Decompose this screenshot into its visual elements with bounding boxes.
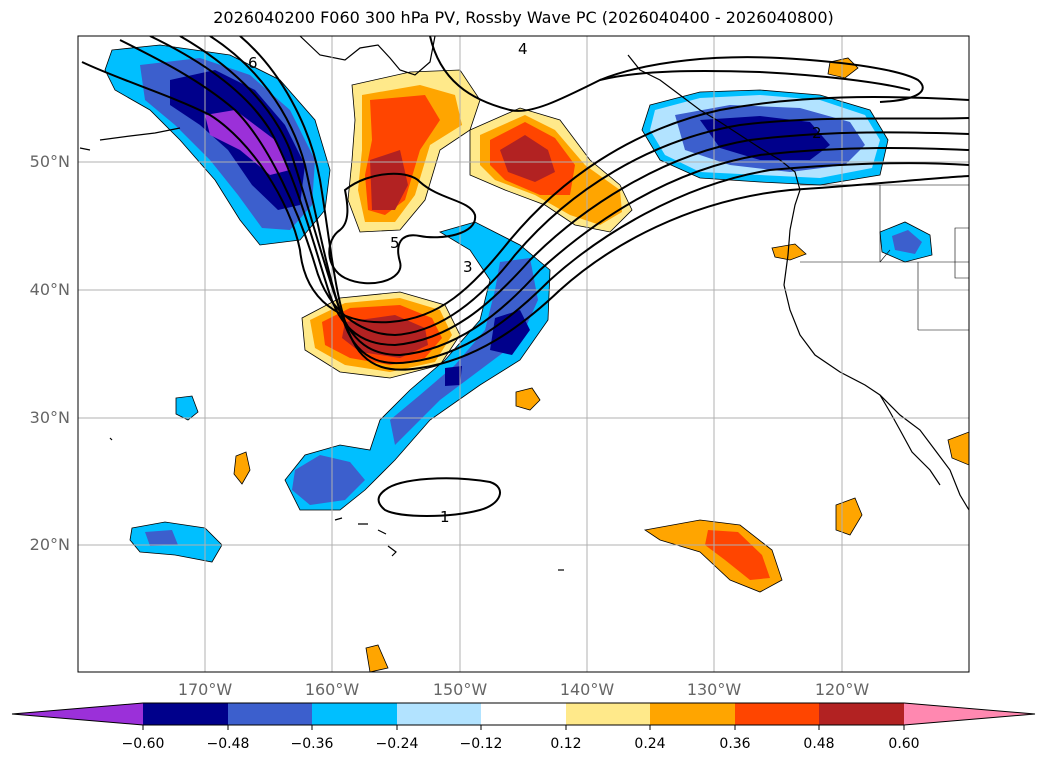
lat-label-50n: 50°N: [29, 152, 70, 171]
lon-label-130w: 130°W: [686, 680, 742, 699]
lon-label-150w: 150°W: [432, 680, 488, 699]
positive-anomaly-central: [301, 291, 461, 379]
lon-label-140w: 140°W: [559, 680, 615, 699]
contour-label-2: 2: [812, 124, 822, 142]
contour-label-4: 4: [518, 40, 528, 58]
lat-label-40n: 40°N: [29, 280, 70, 299]
lat-label-30n: 30°N: [29, 408, 70, 427]
plot-frame: [77, 35, 970, 673]
lon-label-120w: 120°W: [814, 680, 870, 699]
contour-label-5: 5: [390, 234, 400, 252]
colorbar-tick: −0.48: [206, 736, 250, 752]
colorbar-tick: −0.12: [459, 736, 503, 752]
contour-label-3: 3: [463, 258, 473, 276]
colorbar-tick: −0.24: [375, 736, 419, 752]
colorbar: [11, 702, 1036, 730]
gridlines: [78, 36, 969, 672]
colorbar-extend-high: [904, 703, 1035, 725]
colorbar-tick: 0.60: [888, 736, 920, 752]
political-borders: [800, 184, 969, 331]
colorbar-tick: 0.36: [719, 736, 751, 752]
positive-anomaly-north: [347, 69, 633, 233]
chart-title: 2026040200 F060 300 hPa PV, Rossby Wave …: [213, 8, 834, 27]
colorbar-tick: −0.60: [121, 736, 165, 752]
wave-contours: [81, 36, 969, 517]
lon-label-160w: 160°W: [304, 680, 360, 699]
colorbar-tick: 0.48: [803, 736, 835, 752]
contour-label-6: 6: [248, 54, 258, 72]
contour-label-1: 1: [440, 508, 450, 526]
colorbar-tick: 0.24: [634, 736, 666, 752]
colorbar-extend-low: [12, 703, 143, 725]
lon-label-170w: 170°W: [177, 680, 233, 699]
lat-label-20n: 20°N: [29, 535, 70, 554]
negative-anomaly-streamer: [284, 221, 551, 511]
colorbar-tick: −0.36: [290, 736, 334, 752]
colorbar-tick: 0.12: [550, 736, 582, 752]
